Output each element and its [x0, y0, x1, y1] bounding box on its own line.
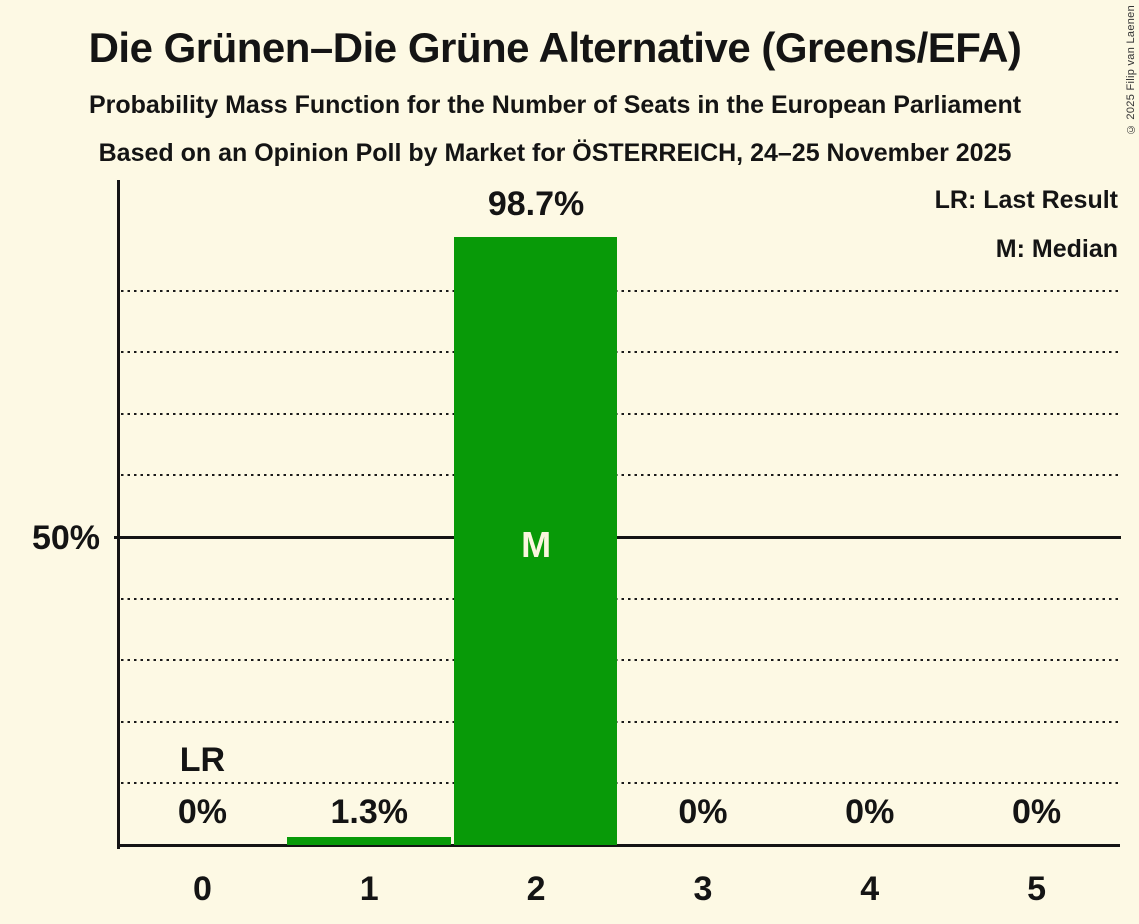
chart-subtitle-line1: Probability Mass Function for the Number… — [88, 91, 1022, 119]
value-label-seat-2: 98.7% — [487, 185, 585, 223]
plot-area: 0% 1.3% 98.7% 0% 0% 0% LR M 0 1 2 3 4 5 — [114, 180, 1121, 906]
gridline-10pct — [121, 782, 1120, 785]
bar-seat-1 — [286, 837, 451, 845]
legend-last-result: LR: Last Result — [934, 186, 1118, 214]
y-axis-line — [117, 180, 120, 849]
x-tick-label-3: 3 — [693, 870, 713, 908]
chart-subtitle-line2: Based on an Opinion Poll by Market for Ö… — [98, 139, 1012, 167]
gridline-90pct — [121, 289, 1120, 292]
gridline-80pct — [121, 351, 1120, 354]
legend-median: M: Median — [995, 235, 1118, 263]
gridline-50pct-solid — [114, 535, 1121, 539]
y-axis-tick-label-50pct: 50% — [31, 519, 100, 557]
median-marker: M — [521, 524, 552, 565]
x-tick-label-0: 0 — [192, 870, 212, 908]
value-label-seat-4: 0% — [845, 793, 895, 831]
copyright-notice: © 2025 Filip van Laenen — [1125, 5, 1137, 136]
value-label-seat-5: 0% — [1012, 793, 1062, 831]
gridline-30pct — [121, 659, 1120, 662]
chart-title: Die Grünen–Die Grüne Alternative (Greens… — [88, 24, 1022, 71]
gridline-60pct — [121, 474, 1120, 477]
x-tick-label-2: 2 — [526, 870, 546, 908]
value-label-seat-0: 0% — [177, 793, 227, 831]
x-tick-label-1: 1 — [359, 870, 379, 908]
gridline-20pct — [121, 720, 1120, 723]
x-axis-line — [117, 844, 1120, 847]
value-label-seat-1: 1.3% — [330, 793, 408, 831]
last-result-marker: LR — [179, 741, 226, 779]
bar-seat-2 — [453, 237, 618, 845]
x-tick-label-5: 5 — [1027, 870, 1047, 908]
gridline-70pct — [121, 412, 1120, 415]
gridline-40pct — [121, 597, 1120, 600]
value-label-seat-3: 0% — [678, 793, 728, 831]
x-tick-label-4: 4 — [860, 870, 880, 908]
